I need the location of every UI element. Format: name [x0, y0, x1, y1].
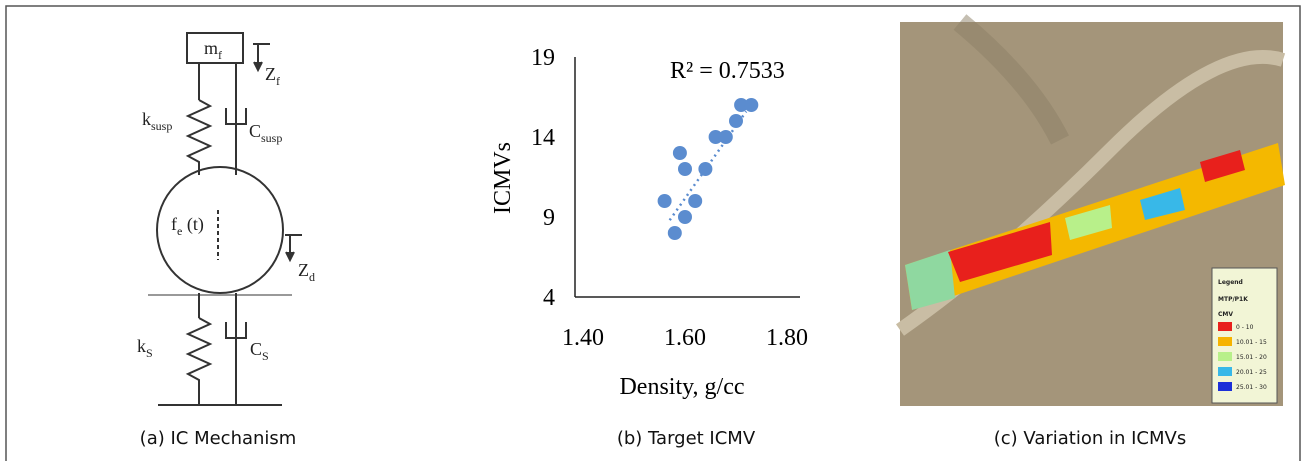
point [729, 114, 743, 128]
x-axis-label: Density, g/cc [619, 374, 744, 400]
point [688, 194, 703, 208]
point [678, 210, 692, 224]
drum [156, 166, 284, 294]
scatter-chart: 4 9 14 19 1.40 1.60 1.80 Density, g/cc ICMVs R² =… [490, 45, 808, 400]
spring [185, 317, 213, 405]
arrowhead [253, 61, 263, 73]
ic-zone [1200, 150, 1245, 182]
label-sub: f [218, 48, 222, 62]
legend-label: 20.01 - 25 [1236, 369, 1267, 376]
caption: (a) IC Mechanism [140, 428, 297, 449]
ic-zone [905, 250, 955, 310]
point [667, 226, 682, 240]
point [708, 130, 723, 144]
ic-zone [1065, 205, 1112, 240]
y-tick-label: 4 [543, 285, 555, 311]
diagram-label: fe (t) [171, 214, 204, 238]
point [718, 130, 733, 144]
label-base: k [137, 336, 146, 356]
label-base: C [250, 339, 262, 359]
label-sub: susp [261, 131, 282, 145]
arrowhead [285, 251, 295, 263]
label-sub: e [177, 224, 182, 238]
captions: (a) IC Mechanism (b) Target ICMV (c) Varia… [140, 428, 1187, 449]
label-sub: susp [151, 119, 172, 133]
legend-label: 25.01 - 30 [1236, 384, 1267, 391]
map-image [895, 14, 1286, 406]
point [744, 98, 759, 112]
legend-swatch [1218, 322, 1232, 331]
diagram-label: Csusp [249, 121, 282, 145]
label-rest: (t) [182, 214, 204, 235]
diagram-label: ksusp [142, 109, 172, 133]
legend-label: 0 - 10 [1236, 324, 1254, 331]
spring [185, 99, 213, 175]
diagram-label: mf [204, 38, 222, 62]
diagram-label: Zf [265, 64, 280, 88]
legend-swatch [1218, 352, 1232, 361]
y-tick-label: 14 [531, 125, 555, 151]
legend-field: CMV [1218, 311, 1233, 318]
point [734, 98, 749, 112]
terrain [953, 14, 1069, 145]
x-tick-label: 1.40 [562, 325, 604, 351]
y-tick-label: 9 [543, 205, 555, 231]
diagram-label: kS [137, 336, 153, 360]
legend-swatch [1218, 337, 1232, 346]
label-sub: S [146, 346, 153, 360]
point [657, 194, 672, 208]
diagram-label: Zd [298, 260, 315, 284]
legend-swatch [1218, 382, 1232, 391]
label-base: k [142, 109, 151, 129]
y-axis-label: ICMVs [490, 142, 516, 214]
caption: (b) Target ICMV [617, 428, 756, 449]
legend-swatch [1218, 367, 1232, 376]
label-base: Z [298, 260, 309, 280]
annotation: R² = 0.7533 [670, 58, 785, 84]
ic-zone [1140, 188, 1185, 220]
label-sub: f [276, 74, 280, 88]
label-sub: d [309, 270, 315, 284]
figure-border [5, 5, 1301, 461]
legend-title: Legend [1218, 279, 1243, 286]
x-tick-label: 1.80 [766, 325, 808, 351]
label-base: m [204, 38, 218, 58]
point [678, 162, 692, 176]
x-tick-label: 1.60 [664, 325, 706, 351]
point [698, 162, 713, 176]
label-base: Z [265, 64, 276, 84]
y-tick-label: 19 [531, 45, 555, 71]
point [672, 146, 687, 160]
caption: (c) Variation in ICMVs [994, 428, 1186, 449]
label-sub: S [262, 349, 269, 363]
label-base: C [249, 121, 261, 141]
legend-label: 15.01 - 20 [1236, 354, 1267, 361]
diagram-label: CS [250, 339, 269, 363]
legend-label: 10.01 - 15 [1236, 339, 1267, 346]
map-legend-box [1211, 267, 1278, 404]
mechanism-diagram [148, 32, 302, 406]
ic-zone [948, 222, 1052, 282]
mass-box [186, 32, 244, 64]
legend-subtitle: MTP/P1K [1218, 296, 1248, 303]
label-base: f [171, 214, 177, 234]
